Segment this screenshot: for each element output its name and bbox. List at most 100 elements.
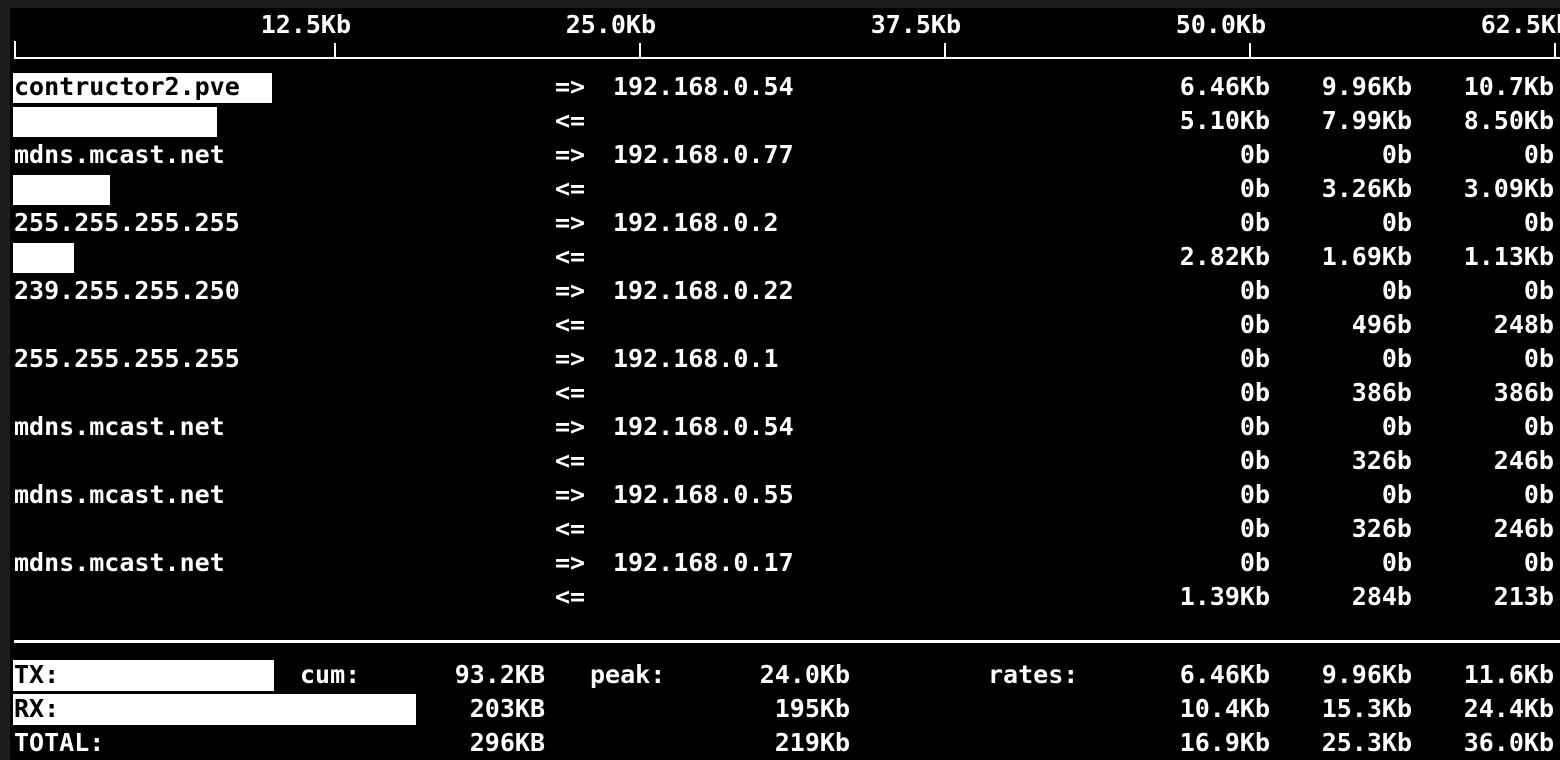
rate-last40s: 11.6Kb	[1463, 660, 1554, 689]
bandwidth-scale: 12.5Kb 25.0Kb 37.5Kb 50.0Kb 62.5Kb	[10, 8, 1560, 68]
rate-r10s: 326b	[1351, 446, 1412, 475]
arrow-in-icon: <=	[555, 446, 586, 475]
rate-r10s: 496b	[1351, 310, 1412, 339]
rate-r40s: 0b	[1523, 276, 1554, 305]
bandwidth-bar-rx	[13, 175, 110, 205]
connection-row[interactable]: mdns.mcast.net 192.168.0.17 => 0b 0b 0b <= 1.39…	[10, 546, 1560, 614]
totals-bar	[13, 694, 416, 725]
totals-label: TX:	[14, 660, 60, 689]
arrow-in-icon: <=	[555, 242, 586, 271]
arrow-out-icon: =>	[555, 412, 586, 441]
rate-r2s: 0b	[1239, 344, 1270, 373]
rate-r40s: 10.7Kb	[1463, 72, 1554, 101]
arrow-in-icon: <=	[555, 174, 586, 203]
host-name: 255.255.255.255	[14, 208, 240, 237]
host-name: mdns.mcast.net	[14, 548, 225, 577]
peer-address: 192.168.0.17	[613, 548, 794, 577]
peer-address: 192.168.0.54	[613, 412, 794, 441]
axis-tick-1	[639, 43, 641, 58]
axis-tick-0	[334, 43, 336, 58]
bandwidth-bar-tx	[13, 73, 272, 103]
connection-tx-line: mdns.mcast.net 192.168.0.77 => 0b 0b 0b	[10, 138, 1560, 172]
arrow-out-icon: =>	[555, 344, 586, 373]
totals-footer: TX: cum: peak: rates: 93.2KB 24.0Kb 6.46Kb 9.96…	[10, 658, 1560, 760]
connection-row[interactable]: mdns.mcast.net 192.168.0.55 => 0b 0b 0b <= 0b 32…	[10, 478, 1560, 546]
cum-value: 296KB	[469, 728, 545, 757]
rate-r40s: 246b	[1493, 514, 1554, 543]
axis-left-cap	[14, 41, 16, 59]
totals-label: RX:	[14, 694, 60, 723]
axis-tick-label-2: 37.5Kb	[870, 10, 961, 39]
rate-r40s: 8.50Kb	[1463, 106, 1554, 135]
connection-row[interactable]: 255.255.255.255 192.168.0.1 => 0b 0b 0b <= 0b 38…	[10, 342, 1560, 410]
connection-row[interactable]: contructor2.pve 192.168.0.54 => 6.46Kb 9.96K…	[10, 70, 1560, 138]
totals-bar	[13, 660, 274, 691]
arrow-in-icon: <=	[555, 310, 586, 339]
rate-r10s: 7.99Kb	[1321, 106, 1412, 135]
rate-r10s: 1.69Kb	[1321, 242, 1412, 271]
rate-r2s: 0b	[1239, 412, 1270, 441]
arrow-out-icon: =>	[555, 140, 586, 169]
host-name: mdns.mcast.net	[14, 412, 225, 441]
arrow-out-icon: =>	[555, 72, 586, 101]
host-name: mdns.mcast.net	[14, 480, 225, 509]
rate-last2s: 6.46Kb	[1179, 660, 1270, 689]
host-name: 239.255.255.250	[14, 276, 240, 305]
host-name: 255.255.255.255	[14, 344, 240, 373]
connection-rx-line: <= 0b 326b 246b	[10, 512, 1560, 546]
peer-address: 192.168.0.2	[613, 208, 779, 237]
rate-r40s: 0b	[1523, 140, 1554, 169]
rate-r10s: 0b	[1381, 412, 1412, 441]
totals-label: TOTAL:	[14, 728, 105, 757]
rate-r40s: 0b	[1523, 480, 1554, 509]
rate-last2s: 10.4Kb	[1179, 694, 1270, 723]
rate-r40s: 248b	[1493, 310, 1554, 339]
axis-line	[14, 57, 1560, 59]
connection-tx-line: 255.255.255.255 192.168.0.1 => 0b 0b 0b	[10, 342, 1560, 376]
connection-tx-line: mdns.mcast.net 192.168.0.55 => 0b 0b 0b	[10, 478, 1560, 512]
rate-r2s: 0b	[1239, 446, 1270, 475]
axis-tick-label-4: 62.5Kb	[1480, 10, 1560, 39]
arrow-in-icon: <=	[555, 106, 586, 135]
connection-row[interactable]: mdns.mcast.net 192.168.0.54 => 0b 0b 0b <= 0b 32…	[10, 410, 1560, 478]
axis-tick-3	[1249, 43, 1251, 58]
totals-row: RX: 203KB 195Kb 10.4Kb 15.3Kb 24.4Kb	[10, 692, 1560, 726]
connection-row[interactable]: mdns.mcast.net 192.168.0.77 => 0b 0b 0b <= 0b 3.…	[10, 138, 1560, 206]
connection-tx-line: 255.255.255.255 192.168.0.2 => 0b 0b 0b	[10, 206, 1560, 240]
arrow-out-icon: =>	[555, 276, 586, 305]
rate-last2s: 16.9Kb	[1179, 728, 1270, 757]
rates-label: rates:	[988, 660, 1079, 689]
rate-r2s: 5.10Kb	[1179, 106, 1270, 135]
arrow-out-icon: =>	[555, 480, 586, 509]
peak-value: 24.0Kb	[759, 660, 850, 689]
rate-r40s: 386b	[1493, 378, 1554, 407]
connection-rx-line: <= 2.82Kb 1.69Kb 1.13Kb	[10, 240, 1560, 274]
rate-last40s: 24.4Kb	[1463, 694, 1554, 723]
rate-r10s: 0b	[1381, 480, 1412, 509]
rate-last40s: 36.0Kb	[1463, 728, 1554, 757]
rate-r40s: 0b	[1523, 412, 1554, 441]
connection-rx-line: <= 5.10Kb 7.99Kb 8.50Kb	[10, 104, 1560, 138]
terminal-window[interactable]: 12.5Kb 25.0Kb 37.5Kb 50.0Kb 62.5Kb contructo…	[10, 8, 1560, 760]
rate-r2s: 2.82Kb	[1179, 242, 1270, 271]
connection-row[interactable]: 239.255.255.250 192.168.0.22 => 0b 0b 0b <= 0b 4…	[10, 274, 1560, 342]
rate-r2s: 0b	[1239, 140, 1270, 169]
peer-address: 192.168.0.1	[613, 344, 779, 373]
axis-tick-label-1: 25.0Kb	[565, 10, 656, 39]
rate-r40s: 1.13Kb	[1463, 242, 1554, 271]
rate-r10s: 326b	[1351, 514, 1412, 543]
rate-r2s: 0b	[1239, 378, 1270, 407]
totals-row: TOTAL: 296KB 219Kb 16.9Kb 25.3Kb 36.0Kb	[10, 726, 1560, 760]
connection-list[interactable]: contructor2.pve 192.168.0.54 => 6.46Kb 9.96K…	[10, 70, 1560, 632]
connection-tx-line: contructor2.pve 192.168.0.54 => 6.46Kb 9.96K…	[10, 70, 1560, 104]
connection-rx-line: <= 0b 326b 246b	[10, 444, 1560, 478]
rate-r2s: 0b	[1239, 208, 1270, 237]
rate-r10s: 0b	[1381, 140, 1412, 169]
connection-tx-line: 239.255.255.250 192.168.0.22 => 0b 0b 0b	[10, 274, 1560, 308]
connection-row[interactable]: 255.255.255.255 192.168.0.2 => 0b 0b 0b <= 2.82…	[10, 206, 1560, 274]
rate-r10s: 0b	[1381, 548, 1412, 577]
connection-tx-line: mdns.mcast.net 192.168.0.54 => 0b 0b 0b	[10, 410, 1560, 444]
totals-row: TX: cum: peak: rates: 93.2KB 24.0Kb 6.46Kb 9.96…	[10, 658, 1560, 692]
peak-value: 195Kb	[774, 694, 850, 723]
rate-r40s: 246b	[1493, 446, 1554, 475]
